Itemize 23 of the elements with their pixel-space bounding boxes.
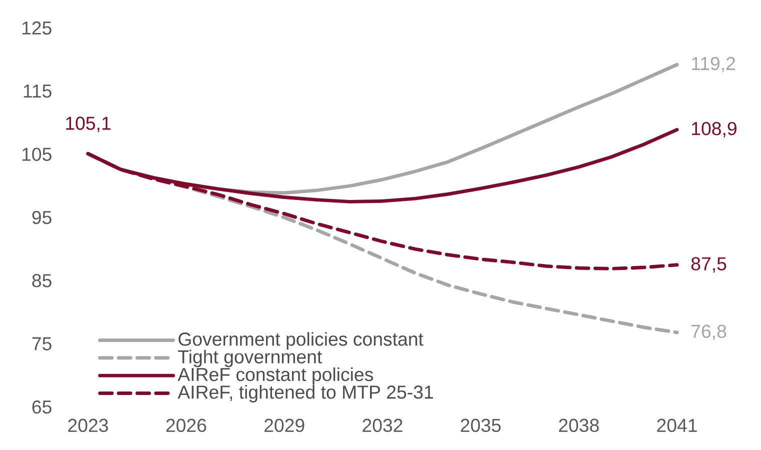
y-tick-label: 85: [32, 274, 52, 288]
data-label: 76,8: [692, 324, 726, 340]
x-tick-label: 2023: [68, 418, 108, 432]
y-tick-label: 95: [32, 210, 52, 224]
legend-label: Tight government: [178, 350, 322, 368]
x-tick-label: 2032: [362, 418, 402, 432]
y-tick-label: 75: [32, 337, 52, 350]
data-label: 119,2: [692, 56, 735, 72]
y-tick-label: 115: [24, 84, 52, 98]
data-label: 108,9: [692, 122, 736, 138]
x-tick-label: 2041: [657, 418, 697, 432]
x-tick-label: 2038: [559, 418, 599, 432]
data-label: 87,5: [691, 257, 726, 273]
x-tick-label: 2026: [166, 418, 206, 432]
x-tick-label: 2035: [460, 418, 501, 432]
legend-label: AIReF, tightened to MTP 25-31: [178, 385, 433, 402]
legend-label: Government policies constant: [178, 332, 424, 350]
legend-label: AIReF constant policies: [178, 367, 373, 385]
y-tick-label: 65: [32, 400, 52, 414]
y-tick-label: 125: [22, 21, 52, 35]
y-tick-label: 105: [22, 148, 52, 161]
x-tick-label: 2029: [264, 418, 304, 432]
data-label: 105,1: [66, 116, 110, 132]
